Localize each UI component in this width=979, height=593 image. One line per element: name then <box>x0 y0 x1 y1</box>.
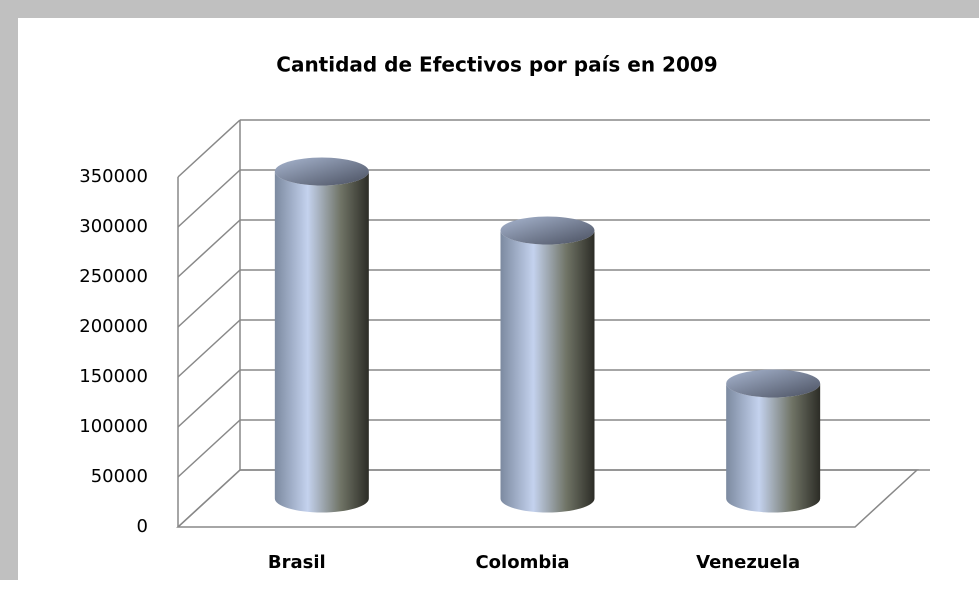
y-tick-label: 250000 <box>79 266 148 287</box>
grid-line <box>177 419 241 478</box>
bar-top <box>500 216 595 245</box>
grid-line <box>177 369 241 428</box>
y-tick-label: 150000 <box>79 366 148 387</box>
grid-line <box>177 169 241 228</box>
grid-line <box>177 119 241 178</box>
grid-line <box>177 269 241 328</box>
grid-line <box>177 469 241 528</box>
y-tick-label: 200000 <box>79 316 148 337</box>
frame-top <box>0 0 979 18</box>
x-tick-label: Venezuela <box>696 552 800 573</box>
grid-line <box>177 319 241 378</box>
x-tick-label: Colombia <box>475 552 569 573</box>
y-tick-label: 50000 <box>91 466 148 487</box>
y-tick-label: 300000 <box>79 216 148 237</box>
y-tick-label: 0 <box>137 516 148 537</box>
bar-top <box>274 157 369 186</box>
y-tick-label: 100000 <box>79 416 148 437</box>
bar <box>274 171 369 513</box>
y-tick-label: 350000 <box>79 166 148 187</box>
grid-line <box>177 219 241 278</box>
x-tick-label: Brasil <box>268 552 326 573</box>
bar <box>500 230 595 513</box>
bar-top <box>726 369 821 398</box>
chart-title: Cantidad de Efectivos por país en 2009 <box>276 53 717 77</box>
bar <box>726 383 821 513</box>
frame-left <box>0 0 18 580</box>
